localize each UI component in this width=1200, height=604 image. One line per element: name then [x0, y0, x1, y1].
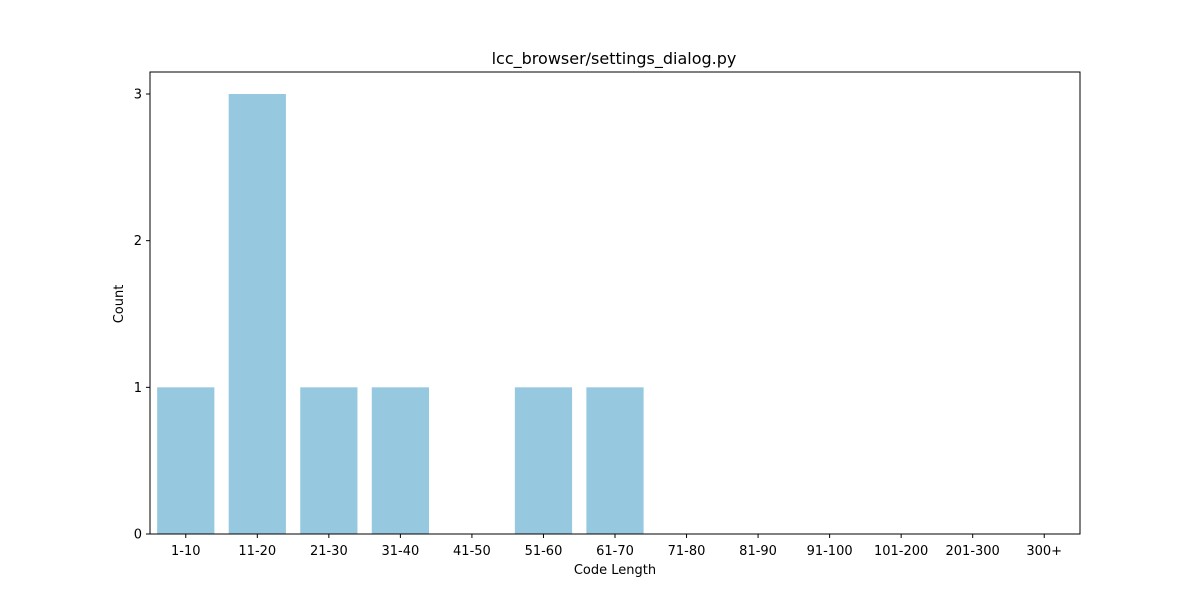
bar-1-10	[157, 387, 215, 534]
y-tick-label: 1	[134, 381, 142, 396]
x-tick-label: 11-20	[238, 544, 276, 559]
x-tick-label: 91-100	[807, 544, 853, 559]
x-tick-label: 31-40	[381, 544, 419, 559]
chart-title: lcc_browser/settings_dialog.py	[492, 49, 737, 69]
y-axis-ticks: 0 1 2 3	[134, 88, 150, 543]
x-tick-label: 101-200	[874, 544, 928, 559]
x-tick-label: 21-30	[310, 544, 348, 559]
x-tick-label: 81-90	[739, 544, 777, 559]
y-tick-label: 2	[134, 234, 142, 249]
x-tick-label: 201-300	[946, 544, 1000, 559]
x-tick-label: 300+	[1026, 544, 1062, 559]
y-tick-label: 0	[134, 528, 142, 543]
y-axis-label: Count	[112, 285, 127, 324]
bars-group	[157, 94, 644, 534]
x-axis-label: Code Length	[574, 563, 656, 578]
x-tick-label: 1-10	[171, 544, 201, 559]
x-tick-label: 61-70	[596, 544, 634, 559]
bar-21-30	[300, 387, 358, 534]
bar-31-40	[371, 387, 429, 534]
plot-frame	[149, 71, 1081, 535]
bar-11-20	[228, 94, 286, 534]
x-tick-label: 51-60	[525, 544, 563, 559]
bar-61-70	[586, 387, 644, 534]
bar-51-60	[514, 387, 573, 534]
x-tick-label: 41-50	[453, 544, 491, 559]
x-axis-ticks: 1-10 11-20 21-30 31-40 41-50 51-60 61-70 71-80 8…	[171, 534, 1062, 559]
y-tick-label: 3	[134, 88, 142, 103]
x-tick-label: 71-80	[668, 544, 706, 559]
